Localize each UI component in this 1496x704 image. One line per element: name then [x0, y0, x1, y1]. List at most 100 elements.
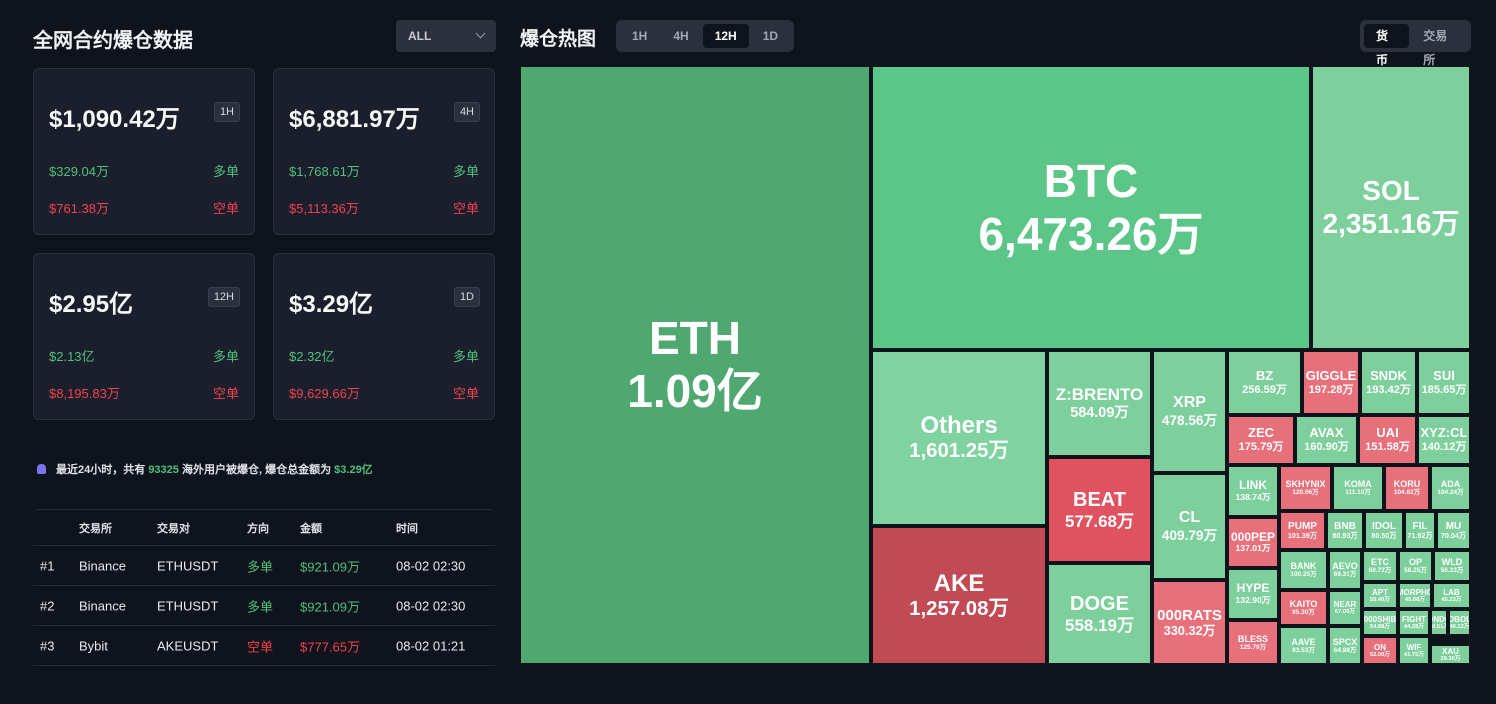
tile-label: DOGE — [1070, 592, 1129, 615]
treemap-tile[interactable]: XYZ:CL 140.12万 — [1419, 417, 1469, 463]
toggle-option[interactable]: 交易所 — [1423, 29, 1448, 67]
period-tab[interactable]: 12H — [702, 24, 749, 48]
treemap-tile[interactable]: FIGHT 44.28万 — [1400, 611, 1428, 634]
treemap-tile[interactable]: LINK 138.74万 — [1229, 467, 1277, 515]
treemap-tile[interactable]: Others 1,601.25万 — [873, 352, 1045, 524]
tile-value: 95.30万 — [1292, 609, 1315, 617]
tile-value: 45.68万 — [1404, 596, 1426, 603]
treemap-tile[interactable]: BLESS 125.79万 — [1229, 622, 1277, 663]
treemap-tile[interactable]: 000SHIB 54.88万 — [1364, 611, 1396, 634]
tile-value: 56.33万 — [1440, 567, 1464, 575]
cell: $921.09万 — [300, 559, 360, 574]
treemap-tile[interactable]: GIGGLE 197.28万 — [1304, 352, 1358, 413]
treemap-tile[interactable]: Z:BRENTO 584.09万 — [1049, 352, 1150, 455]
tile-value: 54.88万 — [1369, 623, 1391, 630]
treemap-tile[interactable]: HYPE 132.90万 — [1229, 570, 1277, 618]
tile-value: 160.90万 — [1304, 441, 1349, 454]
tile-label: BANK — [1290, 561, 1317, 572]
tile-value: 125.79万 — [1239, 643, 1267, 651]
treemap: ETH 1.09亿 BTC 6,473.26万 SOL 2,351.16万 Others 1,… — [521, 67, 1471, 665]
treemap-tile[interactable]: XAU 39.30万 — [1432, 646, 1469, 663]
notice: 最近24小时，共有 93325 海外用户被爆仓, 爆仓总金额为 $3.29亿 — [37, 461, 373, 477]
treemap-tile[interactable]: 000RATS 330.32万 — [1154, 582, 1225, 663]
treemap-tile[interactable]: IDOL 80.50万 — [1366, 513, 1402, 548]
tile-label: 000SHIB — [1364, 614, 1396, 624]
treemap-tile[interactable]: WIF 41.75万 — [1400, 638, 1428, 663]
tile-label: AVAX — [1309, 425, 1344, 441]
tile-value: 2,351.16万 — [1322, 207, 1460, 239]
treemap-tile[interactable]: LAB 45.23万 — [1434, 584, 1469, 607]
notice-middle: 海外用户被爆仓, 爆仓总金额为 — [181, 464, 332, 476]
short-label: 空单 — [212, 386, 239, 401]
cell: Binance — [79, 558, 126, 573]
treemap-tile[interactable]: SUI 185.65万 — [1419, 352, 1469, 413]
treemap-tile[interactable]: SPCX 64.98万 — [1330, 628, 1360, 663]
panel-title: 全网合约爆仓数据 — [33, 30, 193, 52]
treemap-tile[interactable]: DOGE 558.19万 — [1049, 565, 1150, 663]
period-tab[interactable]: 4H — [673, 29, 689, 43]
tile-value: 1,257.08万 — [909, 597, 1009, 620]
treemap-tile[interactable]: XRP 478.56万 — [1154, 352, 1225, 471]
toggle-option[interactable]: 货币 — [1364, 24, 1410, 67]
treemap-tile[interactable]: ON 52.00万 — [1364, 638, 1396, 663]
treemap-tile[interactable]: OP 58.25万 — [1400, 552, 1431, 580]
tile-label: Others — [920, 412, 998, 440]
treemap-tile[interactable]: BZ 256.59万 — [1229, 352, 1300, 413]
treemap-tile[interactable]: MU 70.04万 — [1438, 513, 1469, 548]
tile-value: 1,601.25万 — [909, 440, 1009, 463]
treemap-tile[interactable]: AAVE 93.53万 — [1281, 628, 1326, 663]
tile-label: 000RATS — [1157, 606, 1222, 624]
header-cell: 交易对 — [157, 522, 190, 535]
treemap-tile[interactable]: KOMA 111.10万 — [1334, 467, 1382, 509]
treemap-tile[interactable]: PUMP 101.39万 — [1281, 513, 1324, 548]
tile-label: WLD — [1441, 557, 1463, 568]
treemap-tile[interactable]: APT 55.49万 — [1364, 584, 1396, 607]
treemap-tile[interactable]: SNDK 193.42万 — [1362, 352, 1415, 413]
treemap-tile[interactable]: MORPHO 45.68万 — [1400, 584, 1430, 607]
treemap-tile[interactable]: ONDO40.51万 — [1432, 611, 1446, 634]
tile-label: ETH — [649, 312, 741, 365]
treemap-tile[interactable]: FIL 71.92万 — [1406, 513, 1434, 548]
tile-value: 45.23万 — [1441, 596, 1462, 603]
treemap-tile[interactable]: AEVO 69.31万 — [1330, 552, 1360, 588]
tile-value: 6,473.26万 — [978, 207, 1204, 260]
tile-label: ADA — [1440, 479, 1461, 490]
tile-label: BNB — [1334, 520, 1356, 532]
treemap-tile[interactable]: ETH 1.09亿 — [521, 67, 869, 663]
cell: Binance — [79, 598, 126, 613]
header-cell: 方向 — [247, 522, 269, 535]
stat-card: $6,881.97万 4H $1,768.61万 多单 $5,113.36万 空单 — [273, 68, 495, 235]
filter-select[interactable]: ALL — [396, 20, 496, 52]
treemap-tile[interactable]: WLD 56.33万 — [1435, 552, 1469, 580]
tile-value: 138.74万 — [1235, 491, 1271, 502]
treemap-tile[interactable]: SOL 2,351.16万 — [1313, 67, 1469, 348]
treemap-tile[interactable]: NEAR 67.00万 — [1330, 592, 1360, 624]
treemap-tile[interactable]: CL 409.79万 — [1154, 475, 1225, 578]
tile-label: ONDO — [1432, 614, 1446, 624]
treemap-tile[interactable]: ADA 104.24万 — [1432, 467, 1469, 509]
treemap-tile[interactable]: ZEC 175.79万 — [1229, 417, 1293, 463]
tile-label: SKHYNIX — [1285, 479, 1326, 490]
treemap-tile[interactable]: BANK 100.25万 — [1281, 552, 1326, 588]
treemap-tile[interactable]: UAI 151.58万 — [1360, 417, 1415, 463]
treemap-tile[interactable]: AKE 1,257.08万 — [873, 528, 1045, 663]
treemap-tile[interactable]: OBOL 40.12万 — [1450, 611, 1469, 634]
treemap-tile[interactable]: KORU 104.62万 — [1386, 467, 1428, 509]
tile-value: 60.72万 — [1368, 567, 1392, 575]
stat-card: $1,090.42万 1H $329.04万 多单 $761.38万 空单 — [33, 68, 255, 235]
tile-value: 55.49万 — [1369, 596, 1391, 603]
treemap-tile[interactable]: BEAT 577.68万 — [1049, 459, 1150, 561]
treemap-tile[interactable]: 000PEP 137.01万 — [1229, 519, 1277, 566]
tile-label: GIGGLE — [1305, 367, 1357, 383]
treemap-tile[interactable]: KAITO 95.30万 — [1281, 592, 1326, 624]
tile-label: BTC — [1043, 154, 1139, 207]
period-tab[interactable]: 1H — [632, 29, 648, 43]
treemap-tile[interactable]: BNB 80.93万 — [1328, 513, 1362, 548]
treemap-tile[interactable]: ETC 60.72万 — [1364, 552, 1396, 580]
treemap-tile[interactable]: AVAX 160.90万 — [1297, 417, 1356, 463]
tile-value: 41.75万 — [1403, 651, 1425, 658]
treemap-tile[interactable]: SKHYNIX 120.06万 — [1281, 467, 1330, 509]
group-toggle: 货币 交易所 — [1360, 20, 1471, 67]
treemap-tile[interactable]: BTC 6,473.26万 — [873, 67, 1309, 348]
period-tab[interactable]: 1D — [762, 29, 779, 43]
